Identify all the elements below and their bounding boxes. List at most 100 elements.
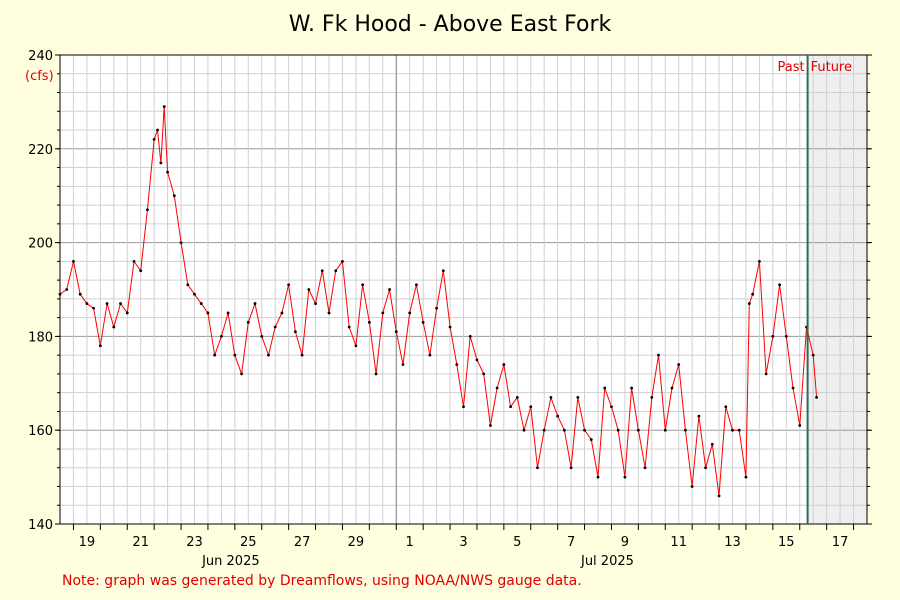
- x-tick-label: 9: [621, 535, 629, 550]
- data-point: [569, 466, 573, 470]
- data-point: [354, 344, 358, 348]
- data-point: [798, 424, 802, 427]
- y-tick-label: 220: [28, 143, 53, 158]
- data-point: [610, 405, 613, 409]
- x-tick-label: 11: [670, 535, 687, 550]
- data-point: [690, 485, 694, 488]
- y-tick-label: 140: [28, 518, 53, 533]
- data-point: [515, 395, 519, 399]
- x-tick-label: 29: [348, 535, 365, 550]
- data-point: [522, 428, 526, 432]
- data-point: [367, 320, 371, 324]
- data-point: [441, 269, 445, 273]
- x-tick-label: 7: [567, 535, 575, 550]
- data-point: [85, 302, 89, 305]
- data-point: [125, 311, 129, 315]
- data-point: [273, 325, 277, 329]
- data-point: [684, 428, 687, 432]
- future-label: Future: [811, 60, 852, 75]
- future-region: [807, 55, 867, 524]
- data-point: [677, 363, 681, 366]
- data-point: [502, 363, 506, 366]
- data-point: [616, 428, 620, 432]
- x-tick-label: 27: [294, 535, 311, 550]
- data-point: [697, 414, 701, 418]
- data-point: [381, 311, 385, 315]
- x-tick-label: 19: [79, 535, 96, 550]
- data-point: [408, 311, 412, 315]
- source-note: Note: graph was generated by Dreamflows,…: [62, 573, 582, 589]
- data-point: [327, 311, 331, 315]
- data-point: [156, 128, 159, 132]
- data-point: [213, 353, 217, 357]
- data-point: [482, 372, 486, 376]
- data-point: [146, 208, 149, 212]
- data-point: [489, 424, 492, 427]
- data-point: [791, 386, 795, 390]
- data-point: [166, 170, 170, 174]
- data-point: [394, 330, 398, 334]
- x-tick-label: 15: [778, 535, 795, 550]
- data-point: [72, 259, 75, 263]
- data-point: [764, 372, 768, 376]
- data-point: [758, 259, 761, 263]
- data-point: [334, 269, 338, 273]
- data-point: [415, 283, 418, 287]
- data-point: [630, 386, 634, 390]
- data-point: [112, 325, 116, 329]
- data-point: [179, 241, 183, 245]
- data-point: [536, 466, 539, 470]
- data-point: [287, 283, 291, 287]
- data-point: [226, 311, 230, 315]
- data-point: [78, 292, 82, 296]
- data-point: [603, 386, 607, 390]
- data-point: [186, 283, 190, 287]
- x-tick-label: 5: [513, 535, 521, 550]
- data-point: [428, 353, 432, 357]
- data-points: [58, 105, 818, 498]
- data-point: [132, 259, 136, 263]
- grid-lines: [60, 54, 867, 525]
- data-point: [401, 363, 405, 366]
- data-point: [731, 428, 734, 432]
- data-point: [562, 428, 566, 432]
- data-point: [704, 466, 707, 470]
- x-tick-label: 1: [406, 535, 414, 550]
- data-point: [462, 405, 465, 409]
- x-tick-label: 13: [724, 535, 741, 550]
- y-tick-label: 240: [28, 49, 53, 64]
- past-label: Past: [778, 60, 805, 75]
- data-point: [246, 320, 250, 324]
- data-point: [737, 428, 741, 432]
- data-point: [206, 311, 210, 315]
- data-point: [710, 442, 714, 446]
- y-tick-label: 160: [28, 424, 53, 439]
- x-tick-label: 21: [132, 535, 149, 550]
- data-point: [172, 194, 176, 198]
- data-point: [280, 311, 284, 315]
- data-point: [596, 475, 600, 479]
- data-point: [549, 395, 553, 399]
- data-point: [815, 395, 818, 399]
- data-point: [576, 395, 580, 399]
- data-point: [152, 138, 156, 141]
- data-point: [193, 292, 196, 296]
- data-point: [556, 414, 560, 418]
- data-point: [347, 325, 351, 329]
- x-tick-label: 17: [832, 535, 849, 550]
- data-point: [771, 335, 775, 338]
- data-point: [751, 292, 755, 296]
- y-axis-label: (cfs): [25, 69, 54, 84]
- data-point: [724, 405, 728, 409]
- data-point: [267, 353, 270, 357]
- data-point: [220, 335, 223, 338]
- data-point: [341, 259, 344, 263]
- data-point: [300, 353, 304, 357]
- data-point: [320, 269, 324, 273]
- data-point: [475, 358, 479, 362]
- data-point: [92, 306, 96, 310]
- data-point: [778, 283, 781, 287]
- data-point: [650, 395, 654, 399]
